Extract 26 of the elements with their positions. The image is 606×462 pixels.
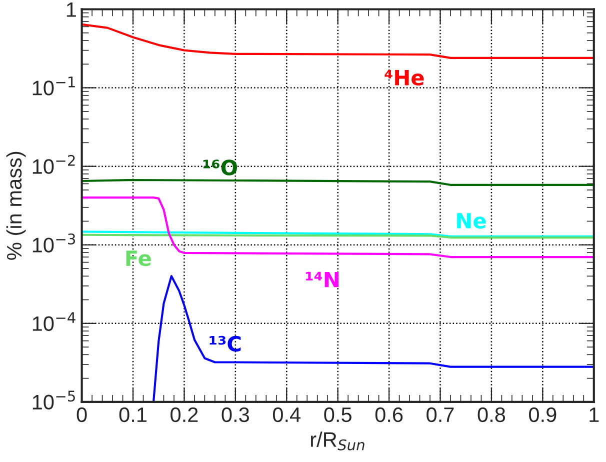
- x-tick-label: 0.6: [375, 407, 403, 422]
- x-tick-label: 1: [590, 408, 599, 422]
- series-label: Fe: [126, 250, 151, 266]
- y-tick-label: 10$^{−4}$: [32, 312, 76, 332]
- y-axis-title: % (in mass): [6, 152, 26, 260]
- series-label: ¹³C: [210, 336, 241, 352]
- x-tick-label: 0.8: [478, 407, 506, 422]
- line-series: [82, 23, 594, 59]
- y-tick-label: 1: [66, 2, 76, 17]
- series-label: ¹⁴N: [306, 272, 338, 288]
- x-axis-title: r/R$_{Sun}$: [311, 432, 364, 450]
- x-tick-label: 0.3: [222, 407, 249, 422]
- y-tick-label: 10$^{−1}$: [32, 76, 75, 96]
- y-tick-label: 10$^{−2}$: [32, 154, 75, 174]
- series-label: ¹⁶O: [203, 160, 237, 176]
- series-label: Ne: [457, 213, 486, 229]
- y-tick-label: 10$^{−3}$: [32, 233, 76, 252]
- y-tick-label: 10$^{−5}$: [32, 390, 75, 410]
- x-tick-label: 0.1: [119, 407, 146, 422]
- x-tick-label: 0.9: [529, 407, 556, 422]
- series-label: ⁴He: [384, 70, 424, 86]
- x-tick-label: 0: [76, 407, 87, 422]
- x-tick-label: 0.4: [272, 407, 301, 422]
- x-tick-label: 0.2: [170, 407, 198, 422]
- x-tick-label: 0.7: [426, 407, 454, 422]
- x-tick-label: 0.5: [324, 407, 352, 422]
